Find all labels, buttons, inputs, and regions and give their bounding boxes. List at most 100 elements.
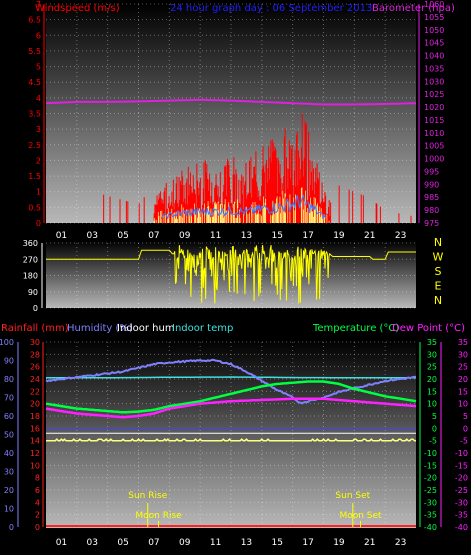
windspeed-tick-label: 1 <box>36 188 41 197</box>
barometer-tick-label: 1045 <box>424 39 444 48</box>
direction-tick-label: 0 <box>33 304 38 313</box>
rainfall-tick-label: 14 <box>30 437 40 446</box>
sun-moon-events: Sun Rise Moon Rise Sun Set Moon Set <box>128 491 382 527</box>
hour-tick-label: 23 <box>395 538 406 548</box>
windspeed-tick-label: 5 <box>36 63 41 72</box>
direction-tick-label: 360 <box>23 239 38 248</box>
rainfall-tick-label: 18 <box>30 412 40 421</box>
rainfall-tick-label: 20 <box>30 400 40 409</box>
direction-chart-background <box>46 241 416 308</box>
dew-point-tick-label: -20 <box>455 474 468 483</box>
hour-tick-label: 01 <box>56 231 67 241</box>
indoor-hum-line <box>46 438 416 442</box>
compass-label: N <box>434 236 442 249</box>
dew-point-tick-label: -30 <box>455 498 468 507</box>
indoor-temp-line <box>46 376 416 379</box>
temperature-tick-label: 35 <box>427 338 437 347</box>
direction-tick-label: 180 <box>23 272 38 281</box>
temperature-tick-label: -5 <box>429 437 437 446</box>
dew-point-tick-label: -10 <box>455 449 468 458</box>
windspeed-tick-label: 0.5 <box>28 203 41 212</box>
dew-point-line <box>45 397 417 419</box>
rainfall-tick-label: 4 <box>35 498 40 507</box>
rainfall-tick-label: 22 <box>30 387 40 396</box>
temperature-tick-label: -40 <box>424 523 437 532</box>
wind-direction-line <box>46 244 416 304</box>
hour-tick-label: 09 <box>179 231 191 241</box>
dew-point-tick-label: 20 <box>458 375 468 384</box>
rainfall-tick-label: 8 <box>35 474 40 483</box>
barometer-tick-label: 1040 <box>424 52 444 61</box>
barometer-tick-label: 1005 <box>424 142 444 151</box>
temperature-tick-label: 30 <box>427 350 437 359</box>
dew-point-tick-label: 30 <box>458 350 468 359</box>
dew-point-tick-label: 35 <box>458 338 468 347</box>
direction-tick-label: 90 <box>28 288 38 297</box>
direction-chart-series <box>46 244 416 304</box>
windspeed-tick-label: 3.5 <box>28 110 41 119</box>
windspeed-tick-label: 0 <box>36 219 41 228</box>
windspeed-tick-label: 6 <box>36 31 41 40</box>
humidity-tick-label: 90 <box>4 357 14 366</box>
humidity-tick-label: 80 <box>4 375 14 384</box>
barometer-axis-label: Barometer (hpa) <box>372 3 455 14</box>
humidity-tick-label: 30 <box>4 468 14 477</box>
windspeed-tick-label: 1.5 <box>28 172 41 181</box>
hour-tick-label: 11 <box>210 231 221 241</box>
barometer-tick-label: 975 <box>424 219 439 228</box>
temperature-tick-label: 20 <box>427 375 437 384</box>
temperature-tick-label: -35 <box>424 511 437 520</box>
windspeed-tick-label: 4 <box>36 94 41 103</box>
indoor-temp-axis-label: Indoor temp <box>172 323 233 334</box>
dew-point-tick-label: -40 <box>455 523 468 532</box>
sun-set-label: Sun Set <box>335 491 370 501</box>
wind-chart-grid <box>46 3 416 224</box>
compass-label: E <box>435 280 442 293</box>
hour-tick-label: 17 <box>302 538 313 548</box>
barometer-tick-label: 990 <box>424 180 439 189</box>
temperature-chart-background <box>46 340 416 528</box>
indoor-hum-axis-label: Indoor hum <box>117 323 175 334</box>
temperature-tick-label: -20 <box>424 474 437 483</box>
wind-chart: 00.511.522.533.544.555.566.57 9759809859… <box>28 0 455 241</box>
temperature-chart: 0102030405060708090100024681012141618202… <box>0 323 468 548</box>
compass-label: S <box>435 265 442 278</box>
wind-chart-background <box>46 4 416 223</box>
windspeed-tick-label: 5.5 <box>28 47 41 56</box>
rainfall-tick-label: 16 <box>30 424 40 433</box>
windspeed-tick-label: 6.5 <box>28 16 41 25</box>
dew-point-tick-label: 25 <box>458 363 468 372</box>
humidity-tick-label: 100 <box>0 338 14 347</box>
temperature-hour-tick-labels: 01 03 05 07 09 11 13 15 17 19 21 23 <box>56 538 407 548</box>
windspeed-tick-label: 7 <box>36 0 41 9</box>
barometer-tick-label: 1010 <box>424 129 444 138</box>
dew-point-tick-label: 15 <box>458 387 468 396</box>
windspeed-tick-label: 2 <box>36 156 41 165</box>
barometer-tick-label: 1030 <box>424 77 444 86</box>
temperature-tick-label: 10 <box>427 400 437 409</box>
windspeed-tick-label: 4.5 <box>28 78 41 87</box>
rainfall-tick-label: 10 <box>30 461 40 470</box>
hour-tick-label: 09 <box>179 538 191 548</box>
temperature-chart-tick-labels: 0102030405060708090100024681012141618202… <box>0 338 468 532</box>
temperature-chart-grid <box>46 341 416 528</box>
temperature-line <box>45 380 417 414</box>
hour-tick-label: 03 <box>87 538 98 548</box>
direction-tick-labels: 0 90 180 270 360 <box>23 239 43 313</box>
hour-tick-label: 03 <box>87 231 98 241</box>
dew-point-tick-label: -25 <box>455 486 468 495</box>
hour-tick-label: 13 <box>241 231 252 241</box>
windspeed-tick-label: 3 <box>36 125 41 134</box>
hour-tick-label: 17 <box>302 231 313 241</box>
temperature-tick-label: -25 <box>424 486 437 495</box>
compass-label: N <box>434 294 442 307</box>
humidity-tick-label: 20 <box>4 486 14 495</box>
rainfall-tick-label: 6 <box>35 486 40 495</box>
direction-tick-label: 270 <box>23 255 38 264</box>
rainfall-axis-label: Rainfall (mm) <box>1 323 69 334</box>
hour-tick-label: 13 <box>241 538 252 548</box>
dew-point-tick-label: 5 <box>463 412 468 421</box>
dew-point-axis-label: Dew Point (°C) <box>392 323 465 334</box>
humidity-tick-label: 40 <box>4 449 14 458</box>
